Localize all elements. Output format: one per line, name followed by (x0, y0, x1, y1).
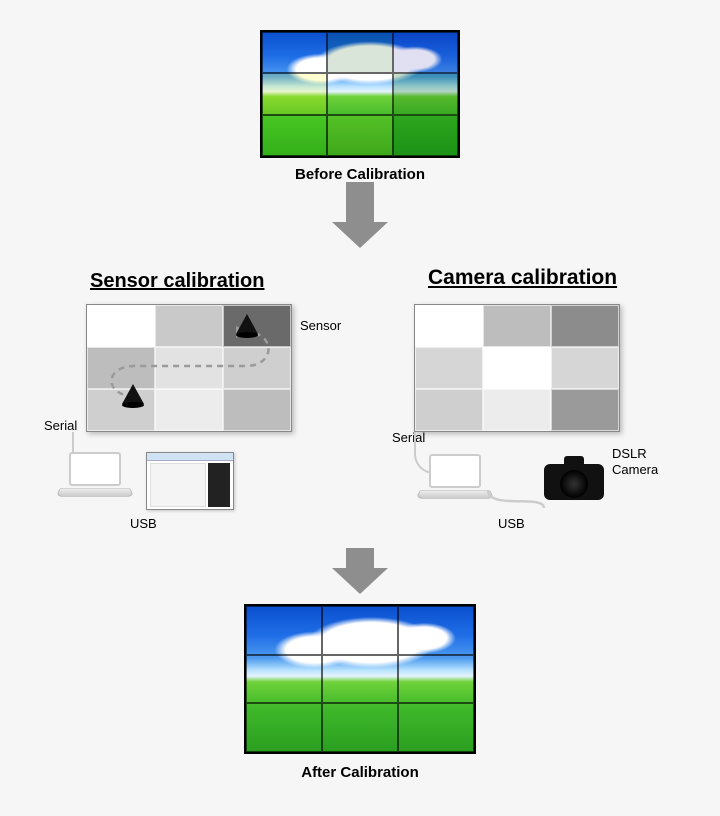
camera-calibration-heading: Camera calibration (428, 266, 617, 290)
after-caption: After Calibration (244, 764, 476, 781)
wall-cell (223, 389, 291, 431)
wall-cell (415, 389, 483, 431)
sensor-calibration-heading: Sensor calibration (90, 270, 265, 293)
camera-grayscale-wall (414, 304, 620, 432)
wall-cell (551, 347, 619, 389)
after-video-wall (244, 604, 476, 754)
wall-cell (246, 655, 322, 704)
wall-cell (87, 389, 155, 431)
wall-cell (223, 347, 291, 389)
wall-cell (398, 703, 474, 752)
wall-cell (551, 389, 619, 431)
wall-cell (246, 703, 322, 752)
wall-cell (155, 347, 223, 389)
wall-cell (393, 73, 458, 114)
before-caption: Before Calibration (260, 166, 460, 183)
wall-cell (483, 305, 551, 347)
laptop-icon (420, 454, 490, 504)
usb-label-right: USB (498, 516, 525, 531)
wall-cell (262, 73, 327, 114)
wall-cell (322, 655, 398, 704)
wall-cell (415, 305, 483, 347)
usb-label-left: USB (130, 516, 157, 531)
wall-cell (483, 347, 551, 389)
wall-cell (155, 389, 223, 431)
wall-cell (415, 347, 483, 389)
wall-cell (393, 32, 458, 73)
sensor-label: Sensor (300, 318, 341, 333)
wall-cell (87, 305, 155, 347)
wall-cell (393, 115, 458, 156)
arrow-down-1 (332, 202, 388, 248)
wall-cell (483, 389, 551, 431)
wall-cell (87, 347, 155, 389)
camera-wall-container (414, 304, 620, 432)
wall-cell (551, 305, 619, 347)
before-video-wall (260, 30, 460, 158)
serial-label-left: Serial (44, 418, 77, 433)
wall-cell (327, 115, 392, 156)
wall-cell (262, 115, 327, 156)
sensor-icon (236, 314, 258, 338)
wall-cell (398, 606, 474, 655)
usb-cable-icon (484, 486, 554, 516)
wall-cell (262, 32, 327, 73)
wall-cell (398, 655, 474, 704)
wall-cell (155, 305, 223, 347)
wall-cell (246, 606, 322, 655)
before-wall-container: Before Calibration (260, 30, 460, 183)
sensor-grayscale-wall (86, 304, 292, 432)
laptop-icon (60, 452, 130, 502)
sensor-wall-container (86, 304, 292, 432)
software-window-icon (146, 452, 234, 510)
wall-cell (322, 703, 398, 752)
arrow-down-2 (332, 548, 388, 594)
wall-cell (327, 32, 392, 73)
sensor-icon (122, 384, 144, 408)
wall-cell (327, 73, 392, 114)
wall-cell (322, 606, 398, 655)
after-wall-container: After Calibration (244, 604, 476, 781)
dslr-label: DSLR Camera (612, 446, 658, 477)
